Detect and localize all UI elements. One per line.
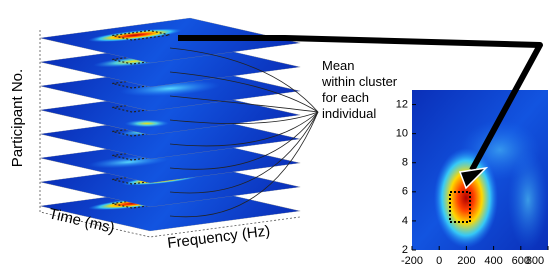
annotation: individual	[322, 106, 376, 121]
x-tick-label: 200	[457, 255, 475, 267]
x-tick-label: 400	[484, 255, 502, 267]
x-tick-label: 0	[436, 255, 442, 267]
x-tick-label: -200	[401, 255, 423, 267]
y-tick-label: 8	[402, 157, 408, 169]
y-tick-label: 4	[402, 215, 408, 227]
participant-label: Participant No.	[9, 69, 26, 167]
y-tick-label: 12	[396, 98, 408, 110]
annotation: Mean	[322, 58, 355, 73]
annotation: for each	[322, 90, 369, 105]
y-tick-label: 6	[402, 186, 408, 198]
x-tick-label: 800	[526, 255, 544, 267]
frequency-label: Frequency (Hz)	[166, 222, 271, 251]
layer-stack	[40, 18, 300, 231]
annotation: within cluster	[321, 74, 398, 89]
figure: Participant No. Time (ms) Frequency (Hz)…	[0, 0, 550, 270]
y-tick-label: 10	[396, 128, 408, 140]
